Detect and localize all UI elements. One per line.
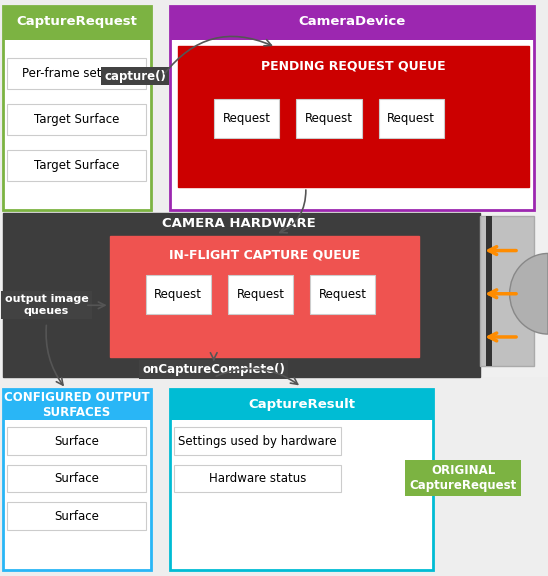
Text: CameraDevice: CameraDevice <box>298 16 406 28</box>
Bar <box>170 389 433 420</box>
Bar <box>214 99 279 138</box>
Bar <box>7 104 146 135</box>
Bar <box>174 465 341 492</box>
Bar <box>174 427 341 455</box>
Text: CaptureRequest: CaptureRequest <box>16 16 137 28</box>
Text: Settings used by hardware: Settings used by hardware <box>178 435 337 448</box>
Text: Request: Request <box>155 288 202 301</box>
Bar <box>486 216 492 366</box>
Text: CAMERA HARDWARE: CAMERA HARDWARE <box>162 217 315 230</box>
Bar <box>310 275 375 314</box>
Bar <box>3 213 480 377</box>
Text: Request: Request <box>223 112 271 125</box>
Text: Hardware status: Hardware status <box>209 472 306 485</box>
Bar <box>7 502 146 530</box>
Bar <box>379 99 444 138</box>
Bar <box>3 6 151 210</box>
Bar <box>296 99 362 138</box>
Text: Request: Request <box>305 112 353 125</box>
Bar <box>178 46 529 187</box>
Bar <box>170 6 534 210</box>
Bar <box>3 6 151 40</box>
Bar <box>7 58 146 89</box>
Bar <box>480 216 534 366</box>
Bar <box>0 377 548 576</box>
Text: Surface: Surface <box>54 435 99 448</box>
Text: Surface: Surface <box>54 472 99 485</box>
Bar <box>228 275 293 314</box>
Bar <box>0 0 548 210</box>
Bar <box>170 6 534 40</box>
Bar <box>3 389 151 570</box>
Text: ORIGINAL
CaptureRequest: ORIGINAL CaptureRequest <box>409 464 517 492</box>
Bar <box>146 275 211 314</box>
Text: Request: Request <box>237 288 284 301</box>
Bar <box>7 150 146 181</box>
Text: Surface: Surface <box>54 510 99 522</box>
Text: Target Surface: Target Surface <box>34 159 119 172</box>
Text: Per-frame settings: Per-frame settings <box>22 67 131 80</box>
Text: output image
queues: output image queues <box>5 294 88 316</box>
Text: CONFIGURED OUTPUT
SURFACES: CONFIGURED OUTPUT SURFACES <box>4 391 150 419</box>
Bar <box>7 465 146 492</box>
Text: CaptureResult: CaptureResult <box>248 399 355 411</box>
Bar <box>170 389 433 570</box>
Text: Request: Request <box>387 112 435 125</box>
Text: onCaptureComplete(): onCaptureComplete() <box>142 363 285 376</box>
Bar <box>3 389 151 420</box>
Text: capture(): capture() <box>105 70 166 82</box>
Wedge shape <box>510 253 548 334</box>
Bar <box>7 427 146 455</box>
Text: Target Surface: Target Surface <box>34 113 119 126</box>
Text: Request: Request <box>319 288 367 301</box>
Text: IN-FLIGHT CAPTURE QUEUE: IN-FLIGHT CAPTURE QUEUE <box>169 248 360 261</box>
Bar <box>110 236 419 357</box>
Text: PENDING REQUEST QUEUE: PENDING REQUEST QUEUE <box>261 60 446 73</box>
